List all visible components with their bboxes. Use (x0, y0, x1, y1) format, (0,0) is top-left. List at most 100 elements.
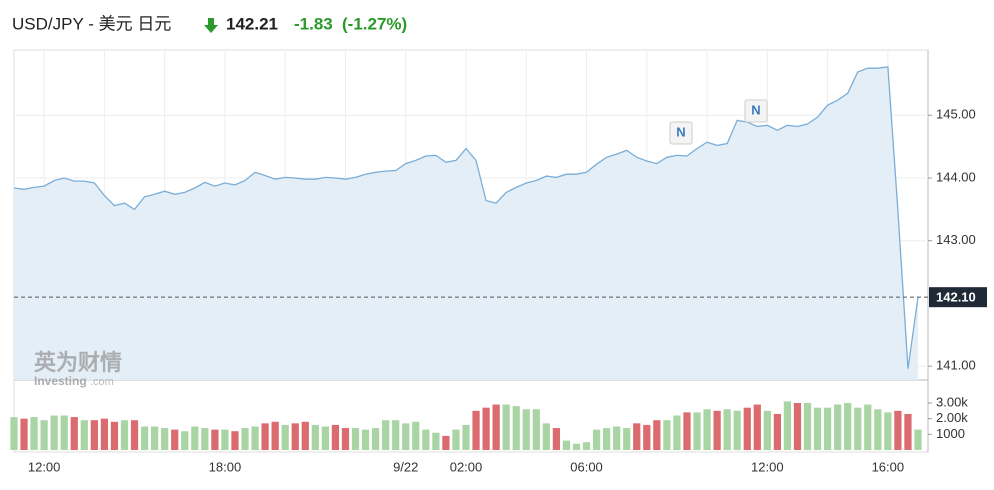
volume-bar (582, 442, 591, 450)
watermark-domain: .com (90, 376, 114, 388)
volume-bar (864, 404, 872, 450)
volume-bar (894, 410, 902, 450)
volume-bar (10, 417, 18, 450)
volume-bar (90, 420, 98, 450)
volume-bar (482, 407, 490, 450)
y-tick-label: 143.00 (936, 232, 976, 247)
last-price: 142.21 (226, 14, 278, 33)
price-line (13, 66, 919, 369)
change: -1.83 (294, 14, 333, 33)
y-tick-label: 141.00 (936, 358, 976, 373)
volume-bar (221, 429, 229, 450)
volume-bar (402, 423, 410, 450)
volume-tick-label: 2.00k (936, 410, 968, 425)
volume-bar (392, 420, 400, 450)
volume-bar (422, 429, 430, 450)
volume-bar (40, 420, 48, 450)
title: USD/JPY - 美元 日元 (12, 14, 171, 33)
volume-bar (854, 407, 862, 450)
volume-bar (452, 429, 460, 450)
volume-bar (633, 423, 641, 450)
volume-bar (382, 420, 390, 450)
current-price-box (929, 287, 987, 308)
volume-bar (231, 431, 239, 450)
volume-bar (763, 410, 771, 450)
volume-bar (251, 426, 259, 450)
volume-tick-label: 1000 (936, 426, 965, 441)
volume-bar (462, 424, 470, 450)
watermark-brand: Investing (34, 374, 87, 388)
volume-bar (693, 412, 701, 450)
volume-bar (703, 409, 711, 450)
volume-bar (211, 429, 219, 450)
watermark-name: 英为财情 (34, 350, 122, 375)
volume-bar (50, 415, 58, 450)
volume-bar (20, 418, 28, 450)
volume-bar (542, 423, 550, 450)
volume-tick-label: 3.00k (936, 394, 968, 409)
current-price-label: 142.10 (936, 290, 976, 305)
volume-bar (151, 426, 159, 450)
volume-bar (110, 421, 119, 450)
volume-bar (753, 404, 761, 450)
volume-bar (773, 413, 781, 450)
volume-bar (552, 428, 561, 450)
volume-bar (120, 420, 129, 450)
volume-bar (492, 404, 500, 450)
volume-bar (834, 404, 842, 450)
volume-bar (643, 424, 651, 450)
volume-bar (803, 402, 812, 450)
volume-bar (502, 404, 510, 450)
volume-bar (673, 415, 681, 450)
volume-bar (301, 421, 309, 450)
x-tick-label: 12:00 (28, 459, 61, 474)
down-arrow (204, 18, 218, 33)
volume-bar (361, 429, 370, 450)
volume-bar (522, 409, 530, 450)
flag-label: N (676, 124, 685, 139)
volume-bar (914, 429, 922, 450)
volume-bar (884, 412, 892, 450)
volume-bar (844, 402, 852, 450)
volume-bar (723, 409, 731, 450)
flag-box (669, 121, 693, 145)
volume-bar (683, 412, 691, 450)
flag-label: N (751, 102, 760, 117)
volume-bar (140, 426, 149, 450)
volume-bar (291, 423, 299, 450)
plot: 12:00 18:00 9/22 02:00 06:00 12:00 16:00 141.00… (10, 49, 987, 474)
volume-bar (572, 443, 581, 450)
volume-bar (311, 424, 319, 450)
y-tick-label: 145.00 (936, 107, 976, 122)
volume-bar (713, 410, 721, 450)
volume-bar (412, 421, 420, 450)
volume-bar (351, 428, 360, 450)
volume-bar (80, 420, 88, 450)
x-tick-label: 9/22 (393, 459, 418, 474)
volume-bar (100, 418, 109, 450)
volume-bar (432, 432, 440, 450)
volume-bar (30, 417, 38, 450)
x-tick-label: 18:00 (209, 459, 242, 474)
volume-bar (161, 428, 169, 450)
volume-bar (442, 435, 450, 450)
x-tick-label: 02:00 (450, 459, 483, 474)
x-tick-label: 16:00 (872, 459, 905, 474)
volume-bar (281, 424, 289, 450)
volume-bar (813, 407, 822, 450)
volume-bar (331, 424, 340, 450)
news-flag: N (744, 99, 768, 123)
volume-bar (371, 428, 380, 450)
volume-bar (623, 428, 631, 450)
volume-bar (783, 401, 792, 450)
volume-bar (874, 409, 882, 450)
change-percent: (-1.27%) (342, 14, 407, 33)
volume-bar (261, 423, 269, 450)
volume-bar (130, 420, 139, 450)
volume-bar (341, 428, 350, 450)
volume-bar (823, 407, 832, 450)
volume-bar (532, 409, 540, 450)
volume-bar (191, 426, 199, 450)
volume-bar (592, 429, 601, 450)
